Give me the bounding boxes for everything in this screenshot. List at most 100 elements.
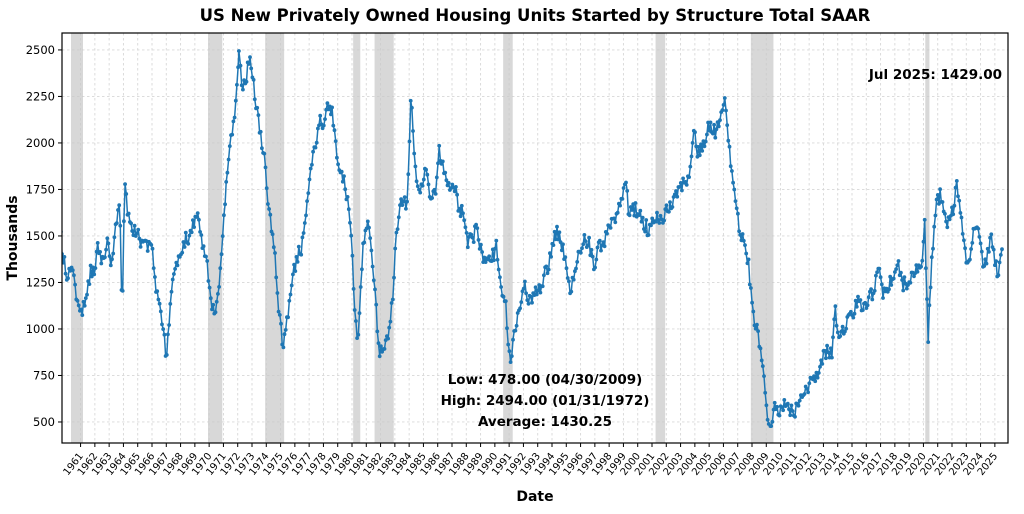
series-marker xyxy=(503,299,508,303)
series-marker xyxy=(350,253,355,258)
series-marker xyxy=(730,169,734,173)
series-marker xyxy=(293,269,298,273)
series-marker xyxy=(749,286,753,290)
series-marker xyxy=(467,235,471,239)
series-marker xyxy=(219,252,224,257)
series-marker xyxy=(581,242,586,247)
series-marker xyxy=(751,309,756,314)
series-marker xyxy=(650,216,655,221)
series-marker xyxy=(530,300,534,305)
series-marker xyxy=(470,235,475,240)
series-marker xyxy=(644,218,649,222)
series-marker xyxy=(643,229,647,234)
series-marker xyxy=(680,188,684,193)
series-marker xyxy=(815,375,820,380)
series-marker xyxy=(545,271,550,276)
series-marker xyxy=(593,265,597,270)
series-marker xyxy=(207,285,212,290)
series-marker xyxy=(834,323,839,328)
series-marker xyxy=(116,208,120,212)
series-marker xyxy=(991,247,996,252)
series-marker xyxy=(508,360,513,364)
series-marker xyxy=(865,303,870,308)
recession-bands-layer xyxy=(71,33,930,443)
series-marker xyxy=(782,398,787,402)
series-marker xyxy=(279,321,283,326)
series-marker xyxy=(499,285,503,289)
series-marker xyxy=(630,208,634,212)
series-marker xyxy=(72,273,76,278)
latest-value-annotation: Jul 2025: 1429.00 xyxy=(868,67,1002,83)
series-marker xyxy=(263,165,268,170)
series-marker xyxy=(318,113,323,118)
series-marker xyxy=(220,234,225,239)
series-marker xyxy=(267,207,271,211)
series-marker xyxy=(213,310,218,315)
series-marker xyxy=(561,242,565,247)
series-marker xyxy=(951,212,956,217)
axis-layer: 1961196219631964196519661967196819691970… xyxy=(26,32,1009,478)
series-marker xyxy=(935,193,940,197)
series-marker xyxy=(354,319,358,323)
series-marker xyxy=(455,192,459,197)
series-marker xyxy=(201,244,206,249)
series-marker xyxy=(601,240,606,245)
series-marker xyxy=(316,126,320,131)
series-marker xyxy=(437,143,442,148)
series-marker xyxy=(214,299,219,304)
series-marker xyxy=(294,255,299,259)
series-marker xyxy=(238,63,243,68)
series-marker xyxy=(330,105,334,110)
series-marker xyxy=(746,257,751,262)
series-marker xyxy=(737,229,741,234)
series-marker xyxy=(103,255,107,260)
series-marker xyxy=(828,346,833,351)
series-marker xyxy=(731,180,735,185)
series-marker xyxy=(126,211,131,216)
series-marker xyxy=(480,250,484,254)
series-marker xyxy=(304,213,308,218)
series-marker xyxy=(149,243,154,247)
series-marker xyxy=(726,138,731,143)
grid-layer xyxy=(62,33,1008,443)
series-marker xyxy=(796,403,801,408)
series-marker xyxy=(477,247,482,251)
series-marker xyxy=(997,260,1002,265)
series-marker xyxy=(181,240,186,244)
series-marker xyxy=(369,248,374,253)
series-marker xyxy=(336,162,340,167)
series-marker xyxy=(509,354,514,358)
series-marker xyxy=(542,273,546,278)
series-marker xyxy=(506,342,511,347)
series-marker xyxy=(977,235,982,239)
series-marker xyxy=(875,270,879,275)
series-marker xyxy=(979,249,984,254)
series-marker xyxy=(856,294,860,299)
series-marker xyxy=(514,323,519,328)
y-tick-label: 2000 xyxy=(26,136,55,150)
series-marker xyxy=(649,223,653,228)
series-marker xyxy=(85,292,89,297)
recession-band xyxy=(353,33,361,443)
series-marker xyxy=(99,261,104,266)
series-marker xyxy=(208,296,213,301)
series-marker xyxy=(575,260,580,264)
series-marker xyxy=(947,217,952,222)
series-marker xyxy=(668,200,672,205)
series-marker xyxy=(426,182,431,187)
series-marker xyxy=(838,334,843,338)
series-marker xyxy=(487,254,492,259)
series-marker xyxy=(740,232,745,236)
series-marker xyxy=(533,285,538,290)
series-marker xyxy=(63,271,68,276)
series-marker xyxy=(400,203,405,208)
series-marker xyxy=(722,96,727,100)
series-marker xyxy=(899,270,903,275)
series-marker xyxy=(326,107,331,112)
series-marker xyxy=(268,212,273,217)
series-marker xyxy=(816,371,821,375)
series-marker xyxy=(329,112,333,117)
series-marker xyxy=(433,192,438,196)
series-marker xyxy=(162,332,167,337)
series-marker xyxy=(104,247,108,252)
